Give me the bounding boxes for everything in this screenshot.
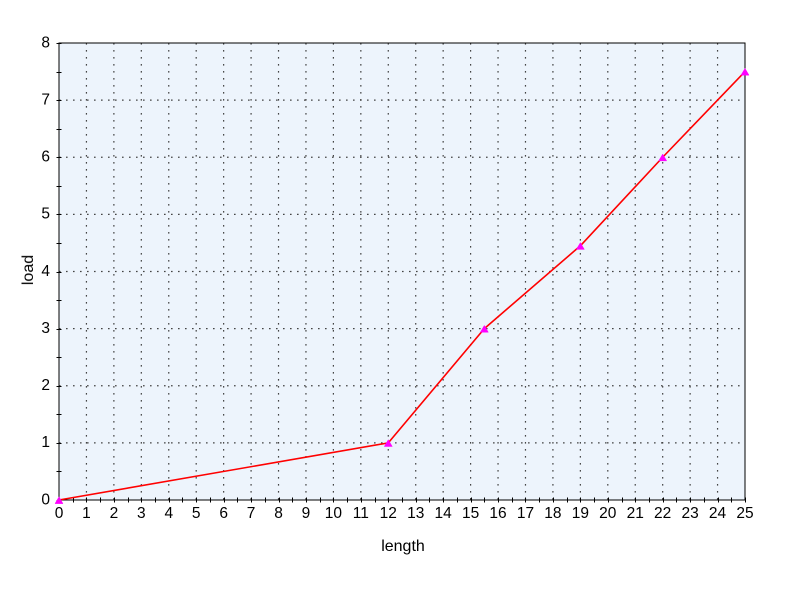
svg-text:1: 1 — [41, 434, 50, 451]
svg-text:0: 0 — [41, 491, 50, 508]
svg-text:0: 0 — [55, 505, 64, 522]
svg-text:8: 8 — [41, 34, 50, 51]
svg-text:3: 3 — [41, 320, 50, 337]
svg-text:11: 11 — [353, 505, 369, 522]
svg-text:12: 12 — [380, 505, 397, 522]
svg-text:16: 16 — [489, 505, 506, 522]
svg-text:2: 2 — [41, 377, 50, 394]
svg-text:1: 1 — [82, 505, 91, 522]
svg-text:19: 19 — [572, 505, 589, 522]
svg-text:15: 15 — [462, 505, 479, 522]
svg-text:17: 17 — [517, 505, 534, 522]
svg-text:14: 14 — [435, 505, 453, 522]
svg-text:18: 18 — [544, 505, 561, 522]
svg-text:6: 6 — [219, 505, 228, 522]
svg-text:8: 8 — [274, 505, 283, 522]
svg-text:6: 6 — [41, 149, 50, 166]
svg-text:20: 20 — [599, 505, 617, 522]
svg-text:2: 2 — [110, 505, 119, 522]
svg-text:9: 9 — [302, 505, 311, 522]
svg-text:3: 3 — [137, 505, 146, 522]
svg-text:7: 7 — [41, 91, 50, 108]
svg-text:5: 5 — [192, 505, 201, 522]
svg-text:22: 22 — [654, 505, 671, 522]
svg-text:25: 25 — [736, 505, 753, 522]
svg-text:4: 4 — [164, 505, 173, 522]
svg-text:7: 7 — [247, 505, 256, 522]
svg-text:23: 23 — [681, 505, 698, 522]
svg-text:21: 21 — [627, 505, 644, 522]
svg-text:10: 10 — [325, 505, 343, 522]
svg-text:5: 5 — [41, 206, 50, 223]
svg-text:24: 24 — [709, 505, 727, 522]
svg-text:4: 4 — [41, 263, 50, 280]
svg-text:13: 13 — [407, 505, 424, 522]
